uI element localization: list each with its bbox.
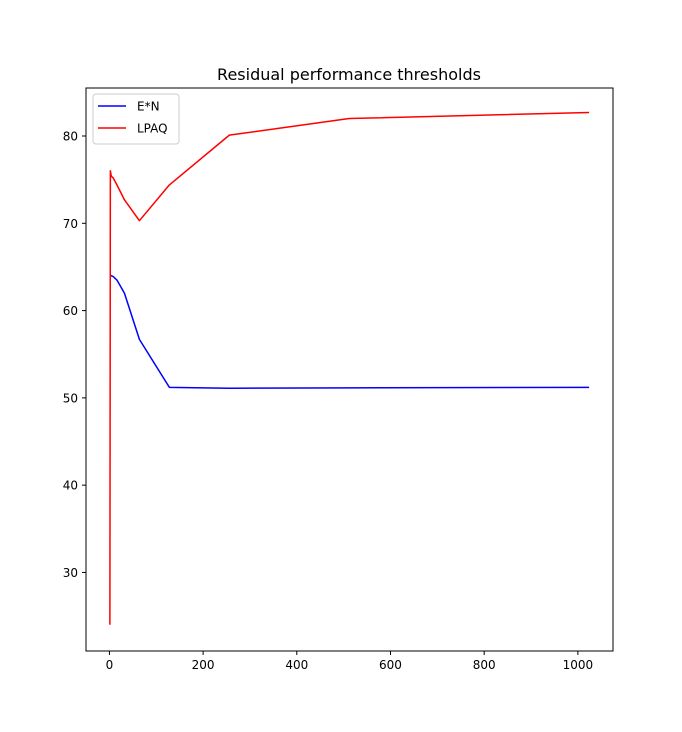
y-tick-label: 70 [63, 217, 78, 231]
plot-area [109, 111, 590, 625]
x-tick-label: 400 [285, 658, 308, 672]
x-tick-label: 600 [379, 658, 402, 672]
legend-label: LPAQ [137, 122, 168, 136]
legend-label: E*N [137, 100, 160, 114]
plot-frame [85, 87, 614, 652]
legend-box [92, 93, 180, 145]
y-tick-label: 80 [63, 130, 78, 144]
y-tick-label: 30 [63, 566, 78, 580]
y-tick-label: 40 [63, 479, 78, 493]
y-tick-label: 60 [63, 304, 78, 318]
x-tick-label: 1000 [563, 658, 594, 672]
y-tick-label: 50 [63, 391, 78, 405]
legend: E*N LPAQ [92, 93, 180, 145]
series-line-e-n [109, 274, 590, 390]
x-tick-label: 200 [192, 658, 215, 672]
x-tick-label: 800 [473, 658, 496, 672]
chart-title: Residual performance thresholds [217, 65, 481, 84]
x-axis: 0 200 400 600 800 1000 [106, 651, 594, 672]
y-axis: 30 40 50 60 70 80 [63, 130, 86, 580]
series-line-lpaq [109, 111, 590, 625]
x-tick-label: 0 [106, 658, 114, 672]
